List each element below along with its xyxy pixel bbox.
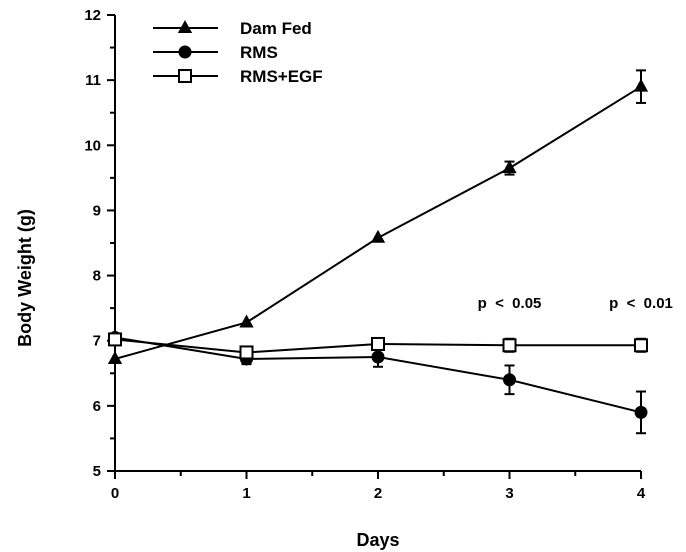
- data-point: [239, 314, 254, 328]
- y-tick-label: 7: [93, 333, 101, 350]
- data-point: [634, 405, 648, 419]
- series-line: [114, 85, 642, 360]
- y-tick-label: 11: [85, 72, 101, 89]
- data-point: [239, 345, 254, 360]
- data-point: [634, 338, 648, 353]
- significance-annotation: p < 0.05: [478, 295, 542, 312]
- data-point: [371, 336, 385, 351]
- data-point: [107, 351, 123, 364]
- series-layer: [107, 69, 649, 435]
- legend-marker: [177, 20, 193, 33]
- annotations: p < 0.05 p < 0.01: [478, 295, 673, 312]
- legend-marker: [178, 45, 192, 59]
- legend-label: RMS: [240, 43, 278, 62]
- y-tick-label: 12: [84, 7, 101, 24]
- x-axis-title: Days: [356, 530, 399, 550]
- y-axis-title: Body Weight (g): [15, 209, 35, 347]
- legend-marker: [178, 69, 192, 83]
- legend-label: RMS+EGF: [240, 67, 323, 86]
- data-point: [503, 373, 516, 387]
- y-tick-label: 10: [84, 137, 101, 154]
- legend: Dam Fed RMS RMS+EGF: [153, 19, 323, 86]
- data-point: [633, 78, 649, 92]
- legend-item: RMS: [153, 43, 278, 62]
- data-point: [370, 229, 386, 243]
- y-tick-label: 8: [93, 268, 101, 285]
- legend-item: RMS+EGF: [153, 67, 323, 86]
- x-tick-label: 3: [505, 485, 513, 502]
- significance-annotation: p < 0.01: [609, 295, 673, 312]
- data-point: [502, 338, 517, 353]
- x-tick-label: 4: [637, 485, 646, 502]
- x-tick-label: 2: [374, 485, 382, 502]
- data-point: [108, 332, 122, 347]
- legend-label: Dam Fed: [240, 19, 312, 38]
- y-tick-label: 5: [93, 463, 101, 480]
- series-rms-egf: [108, 332, 648, 360]
- x-tick-label: 1: [242, 485, 250, 502]
- x-tick-label: 0: [111, 485, 119, 502]
- data-point: [502, 160, 517, 174]
- data-point: [371, 350, 385, 364]
- y-tick-label: 9: [93, 202, 101, 219]
- legend-item: Dam Fed: [153, 19, 312, 38]
- y-tick-label: 6: [93, 398, 101, 415]
- series-dam-fed: [107, 69, 649, 364]
